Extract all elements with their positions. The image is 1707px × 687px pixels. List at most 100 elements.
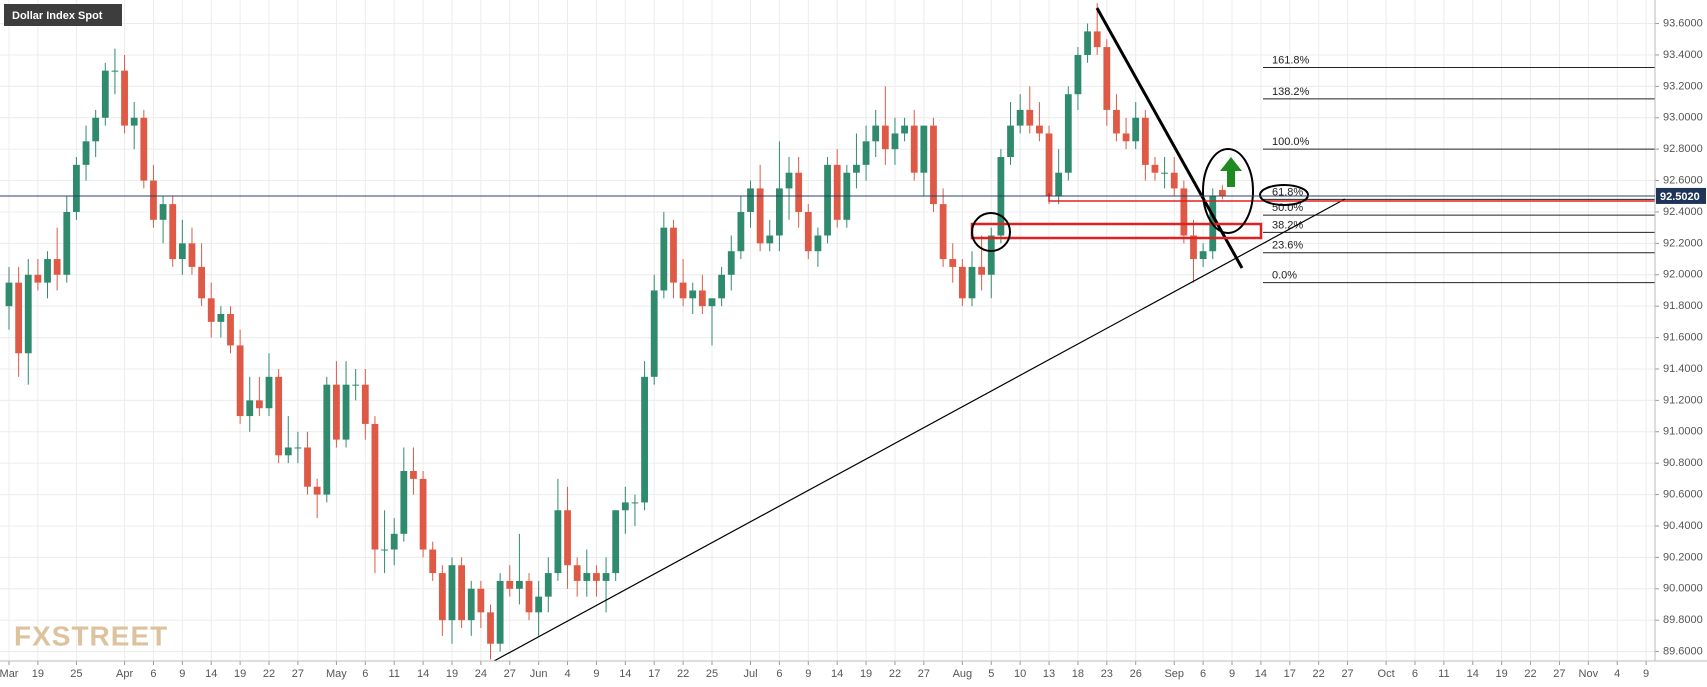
candle-body [159,204,167,220]
candle-body [612,510,620,574]
fib-label: 61.8% [1272,186,1303,198]
candle-body [853,164,860,173]
x-tick-label: 14 [1255,668,1267,680]
candle-body [419,478,427,550]
candle-body [294,447,302,449]
y-tick-label: 92.0000 [1663,269,1703,281]
x-tick-label: 14 [205,668,217,680]
candle-body [968,266,976,299]
y-tick-label: 93.0000 [1663,112,1703,124]
candle-body [111,70,119,72]
fib-label: 100.0% [1272,136,1310,148]
candle-body [82,141,90,165]
x-tick-label: 19 [234,668,246,680]
y-tick-label: 91.4000 [1663,363,1703,375]
candle-body [737,211,745,252]
candle-body [1113,109,1120,134]
candle-body [188,243,196,267]
candle-body [544,573,552,597]
x-tick-label: 19 [1496,668,1508,680]
candle-body [1161,172,1168,174]
x-tick-label: Nov [1579,668,1599,680]
x-tick-label: 4 [1614,668,1620,680]
candle-body [1026,109,1034,126]
y-tick-label: 92.4000 [1663,206,1703,218]
candle-body [804,211,812,252]
x-tick-label: 11 [1438,668,1449,680]
y-tick-label: 90.2000 [1663,551,1703,563]
title-box [4,4,122,26]
candle-body [698,290,706,307]
x-tick-label: 19 [860,668,872,680]
candle-body [891,133,899,150]
x-tick-label: 9 [1229,668,1235,680]
candle-body [24,274,32,354]
candle-body [246,400,254,417]
candle-body [862,141,870,165]
candle-body [920,125,928,173]
x-tick-label: 6 [1200,668,1206,680]
candle-body [275,376,283,456]
watermark: FXSTREET [14,620,168,651]
x-tick-label: 9 [179,668,185,680]
candle-body [458,565,466,621]
candle-body [400,471,408,534]
candle-body [304,447,311,487]
candle-body [342,384,350,440]
candle-body [198,266,205,299]
last-price: 92.5020 [0,187,1706,204]
candle-body [1199,251,1207,260]
candle-body [621,502,629,511]
x-tick-label: Jul [743,668,757,680]
x-tick-label: 25 [70,668,82,680]
x-tick-label: Sep [1164,668,1184,680]
x-tick-label: 9 [805,668,811,680]
y-tick-label: 91.6000 [1663,331,1703,343]
candle-body [44,259,51,283]
candle-body [487,612,494,644]
candle-body [727,251,735,275]
last-price-box [1656,187,1706,204]
candle-body [333,384,340,440]
chart-title: Dollar Index Spot [12,10,103,22]
y-tick-label: 93.4000 [1663,49,1703,61]
x-tick-label: 6 [1412,668,1418,680]
candle-body [1093,31,1101,48]
candle-body [381,549,388,551]
candle-body [361,384,369,424]
candle-body [910,125,918,173]
candle-body [1122,133,1130,142]
candle-body [130,117,138,126]
candle-body [583,573,591,581]
x-tick-label: 5 [988,668,994,680]
candle-body [169,204,177,260]
candle-body [1036,125,1043,134]
x-tick-label: 17 [648,668,660,680]
candle-body [881,125,889,150]
candle-body [1084,31,1091,55]
candle-body [429,549,437,574]
candle-body [284,447,292,456]
candle-body [593,573,600,581]
y-tick-label: 91.0000 [1663,426,1703,438]
circle-marker [1202,148,1254,234]
x-tick-label: 27 [504,668,516,680]
candle-body [718,274,726,299]
x-tick-label: 19 [32,668,44,680]
candle-body [313,486,321,495]
x-tick-label: 14 [619,668,631,680]
x-tick-label: 27 [292,668,304,680]
candle-body [140,117,148,181]
candle-body [390,533,398,550]
candle-body [573,565,581,581]
candle-body [265,376,273,409]
candle-body [371,423,379,550]
candle-body [506,580,514,589]
candle-body [448,565,456,621]
candle-body [255,400,263,409]
fib-label: 23.6% [1272,240,1303,252]
candle-body [5,282,13,307]
y-tick-label: 90.6000 [1663,488,1703,500]
candle-body [1103,47,1111,110]
